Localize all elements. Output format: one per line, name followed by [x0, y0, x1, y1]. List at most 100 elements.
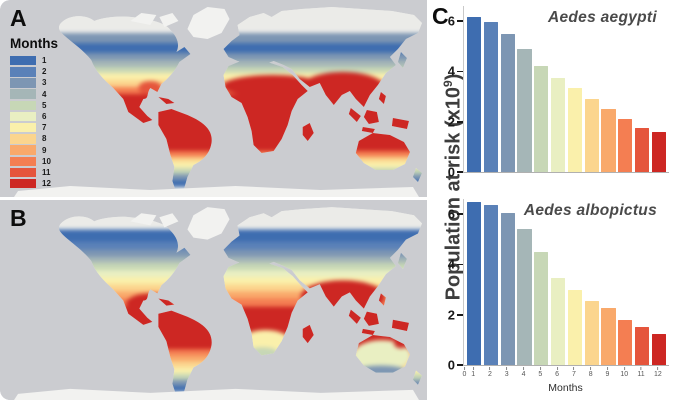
panel-label-b: B: [10, 205, 27, 231]
x-axis-label: Months: [548, 382, 583, 394]
legend-row: 2: [10, 66, 58, 77]
y-tick-label: 4: [447, 256, 455, 272]
x-tick-label: 6: [555, 371, 560, 378]
x-tick-label: 12: [653, 371, 662, 378]
legend-row: 7: [10, 122, 58, 133]
legend-row: 6: [10, 111, 58, 122]
bar-month-7: [567, 87, 583, 172]
legend-number: 12: [42, 179, 51, 189]
x-tick-mark: [489, 366, 491, 370]
legend-swatch-month-10: [10, 156, 36, 167]
x-tick-mark: [623, 366, 625, 370]
x-tick-mark: [590, 366, 592, 370]
bar-month-2: [483, 205, 499, 365]
bar-month-3: [500, 212, 515, 365]
x-tick-9: 9: [605, 366, 610, 378]
legend-number: 4: [42, 89, 47, 99]
y-tick-mark: [456, 20, 463, 22]
legend-row: 9: [10, 145, 58, 156]
legend-swatch-month-9: [10, 145, 36, 155]
chart-aedes-albopictus: Aedes albopictus 0 2 4 6: [448, 199, 669, 372]
y-tick-mark: [456, 313, 463, 316]
bar-month-10: [618, 319, 633, 365]
y-tick-label: 2: [447, 114, 455, 130]
x-tick-label: 8: [588, 371, 593, 378]
y-tick-label: 4: [447, 63, 455, 79]
months-legend: Months 1 2 3 4 5 6 7 8 9 10 11 12: [10, 36, 58, 189]
chart-title-aegypti: Aedes aegypti: [548, 9, 657, 26]
legend-swatch-month-11: [10, 167, 36, 178]
bar-month-6: [550, 77, 566, 172]
bar-month-2: [483, 22, 499, 172]
bars-albopictus: [464, 199, 669, 365]
bar-month-11: [634, 327, 650, 365]
x-tick-11: 11: [637, 366, 645, 378]
chart-title-albopictus: Aedes albopictus: [523, 202, 657, 219]
x-tick-2: 2: [487, 366, 492, 378]
bar-month-4: [517, 229, 532, 365]
legend-swatch-month-1: [10, 55, 36, 66]
x-tick-label: 11: [637, 371, 645, 378]
x-tick-label: 1: [471, 371, 476, 378]
bar-chart-panel: C Population at risk (x109) Aedes aegypt…: [427, 0, 674, 400]
x-tick-mark: [640, 366, 642, 370]
bar-month-9: [601, 109, 616, 172]
chart-aedes-aegypti: Aedes aegypti 0 2 4 6: [448, 6, 669, 179]
bar-month-5: [534, 66, 549, 172]
legend-number: 7: [42, 123, 47, 133]
x-tick-label: 10: [620, 371, 629, 378]
bar-month-9: [601, 308, 616, 365]
world-map-aegypti: [0, 0, 427, 197]
legend-number: 11: [42, 167, 51, 177]
x-tick-3: 3: [505, 366, 509, 378]
legend-row: 4: [10, 89, 58, 100]
legend-number: 10: [42, 156, 51, 166]
bar-month-8: [584, 300, 599, 365]
panel-label-c: C: [432, 3, 449, 29]
legend-swatch-month-8: [10, 134, 36, 144]
legend-number: 2: [42, 67, 47, 77]
bar-month-1: [467, 17, 482, 172]
legend-swatch-month-5: [10, 100, 36, 111]
legend-swatch-month-4: [10, 89, 36, 99]
bar-month-7: [567, 289, 583, 365]
x-tick-4: 4: [522, 366, 525, 378]
x-tick-mark: [506, 366, 508, 370]
panel-label-a: A: [10, 5, 27, 31]
legend-swatch-month-12: [10, 178, 36, 189]
x-tick-label: 0: [462, 371, 467, 378]
x-tick-8: 8: [588, 366, 593, 378]
x-tick-7: 7: [572, 366, 576, 378]
legend-swatch-month-2: [10, 67, 36, 77]
x-tick-mark: [464, 366, 465, 370]
x-tick-label: 9: [605, 371, 610, 378]
x-tick-10: 10: [620, 366, 629, 378]
map-panel-aedes-aegypti: [0, 0, 427, 197]
legend-row: 3: [10, 77, 58, 88]
legend-swatch-month-3: [10, 78, 36, 88]
legend-swatch-month-7: [10, 122, 36, 133]
legend-number: 3: [42, 78, 47, 88]
legend-title: Months: [10, 36, 58, 51]
bar-month-11: [634, 128, 650, 172]
bar-month-10: [618, 119, 633, 172]
y-tick-mark: [456, 171, 463, 173]
legend-row: 1: [10, 55, 58, 66]
y-tick-label: 2: [447, 307, 455, 323]
bar-month-1: [467, 201, 482, 365]
bar-month-4: [517, 48, 532, 172]
bar-month-8: [584, 99, 599, 172]
y-axis-label-superscript: 9: [441, 80, 455, 87]
x-tick-label: 2: [487, 371, 492, 378]
bar-month-6: [550, 278, 566, 365]
x-tick-mark: [573, 366, 575, 370]
world-map-albopictus: [0, 200, 427, 400]
x-tick-mark: [606, 366, 608, 370]
bar-month-3: [500, 33, 515, 172]
x-tick-mark: [472, 366, 474, 370]
legend-row: 11: [10, 167, 58, 178]
x-tick-mark: [539, 366, 541, 370]
y-tick-mark: [456, 213, 463, 215]
legend-row: 10: [10, 156, 58, 167]
legend-row: 12: [10, 178, 58, 189]
